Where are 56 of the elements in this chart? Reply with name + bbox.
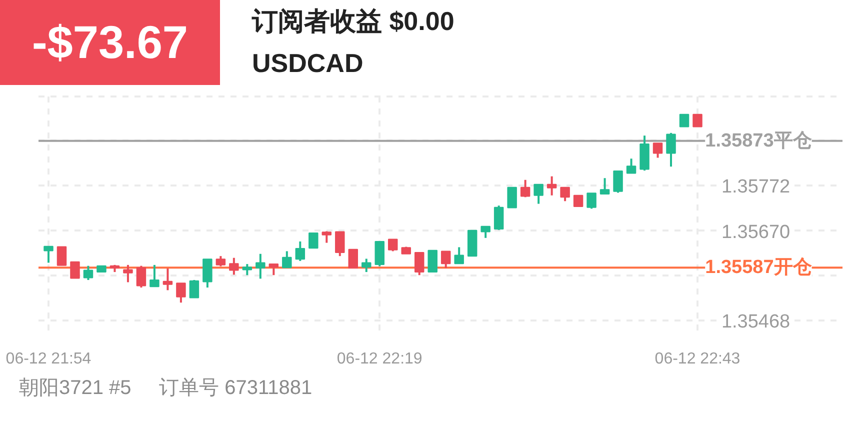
candlestick [586,192,596,210]
candlestick [652,142,663,159]
candlestick [56,246,67,266]
chart-subtitle: USDCAD [252,48,364,78]
candlestick [176,282,186,304]
y-tick-label: 1.35670 [721,222,790,243]
ref-line-label: 1.35587开仓 [705,257,813,278]
candlestick [123,264,133,284]
candlestick [573,194,584,207]
candlestick [679,114,690,128]
y-tick-label: 1.35468 [721,311,790,332]
text: 朝阳3721 #5 订单号 67311881 [19,377,312,399]
candlestick [295,240,306,262]
candlestick [162,267,173,292]
candlestick [348,248,358,269]
candlestick [414,252,424,276]
candlestick [202,258,212,289]
candlestick [546,175,557,196]
candlestick [534,183,544,205]
candlestick [494,204,504,231]
candlestick [560,186,570,202]
chart-title: 订阅者收益 $0.00 [252,6,454,36]
text: -$73.67 [32,15,188,70]
candlestick [480,225,490,239]
x-tick-label: 06-12 22:19 [336,350,422,368]
candlestick [626,158,636,174]
candlestick [229,256,239,276]
candlestick [242,263,252,276]
candlestick [454,246,464,265]
candlestick [613,170,623,194]
candlestick [520,178,530,198]
candlestick [70,261,80,279]
candlestick [216,255,226,268]
y-tick-label: 1.35772 [721,176,790,198]
candlestick [507,186,517,208]
candlestick [666,132,676,168]
candlestick [362,258,372,274]
candlestick [374,240,384,268]
candlestick [83,264,94,281]
candlestick [308,232,318,249]
candlestick [268,263,279,276]
candlestick [388,238,398,252]
x-tick-label: 06-12 22:43 [654,350,740,368]
candlestick [44,245,54,264]
candlestick [136,264,146,289]
candlestick [282,250,292,269]
candlestick [600,177,610,196]
candlestick [440,250,451,270]
candlestick [150,264,160,288]
candlestick [428,250,438,273]
x-tick-label: 06-12 21:54 [6,350,92,368]
candlestick [692,114,702,128]
candlestick [256,252,266,280]
candlestick [335,230,345,258]
candlestick [189,279,200,299]
ref-line-label: 1.35873平仓 [705,130,813,152]
